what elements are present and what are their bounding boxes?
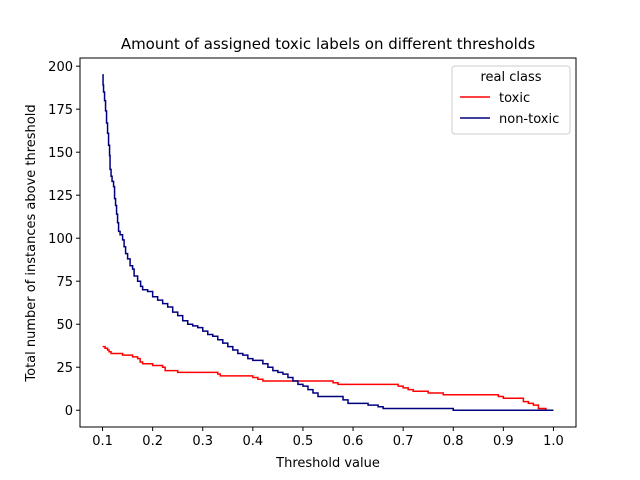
x-tick-label: 0.9 [493,434,514,449]
y-tick-label: 0 [65,404,73,419]
legend-title: real class [480,70,541,85]
x-tick-label: 0.1 [92,434,113,449]
x-axis: 0.1 0.2 0.3 0.4 0.5 0.6 0.7 0.8 0.9 1.0 [92,427,564,449]
legend-label-non-toxic: non-toxic [499,112,559,127]
plot-frame [79,57,577,428]
legend-label-toxic: toxic [499,91,530,106]
y-axis: 0 25 50 75 100 125 150 175 200 [48,60,80,419]
y-tick-label: 75 [56,275,73,290]
x-tick-label: 0.7 [393,434,414,449]
x-tick-label: 0.4 [243,434,264,449]
chart-title: Amount of assigned toxic labels on diffe… [121,35,536,53]
y-tick-label: 175 [48,103,73,118]
x-tick-label: 0.2 [142,434,163,449]
x-axis-label: Threshold value [275,456,380,471]
x-tick-label: 0.5 [293,434,314,449]
y-tick-label: 50 [56,318,73,333]
y-tick-label: 100 [48,232,73,247]
y-tick-label: 25 [56,361,73,376]
x-tick-label: 0.6 [343,434,364,449]
y-axis-label: Total number of instances above threshol… [24,104,39,382]
plot-lines [102,74,554,411]
y-tick-label: 125 [48,189,73,204]
series-line-non-toxic [102,74,554,411]
x-tick-label: 0.3 [192,434,213,449]
legend-box [451,65,571,135]
y-tick-label: 150 [48,146,73,161]
x-tick-label: 1.0 [543,434,564,449]
y-tick-label: 200 [48,60,73,75]
series-line-toxic [102,345,554,411]
x-tick-label: 0.8 [443,434,464,449]
legend: real class toxic non-toxic [451,65,571,135]
